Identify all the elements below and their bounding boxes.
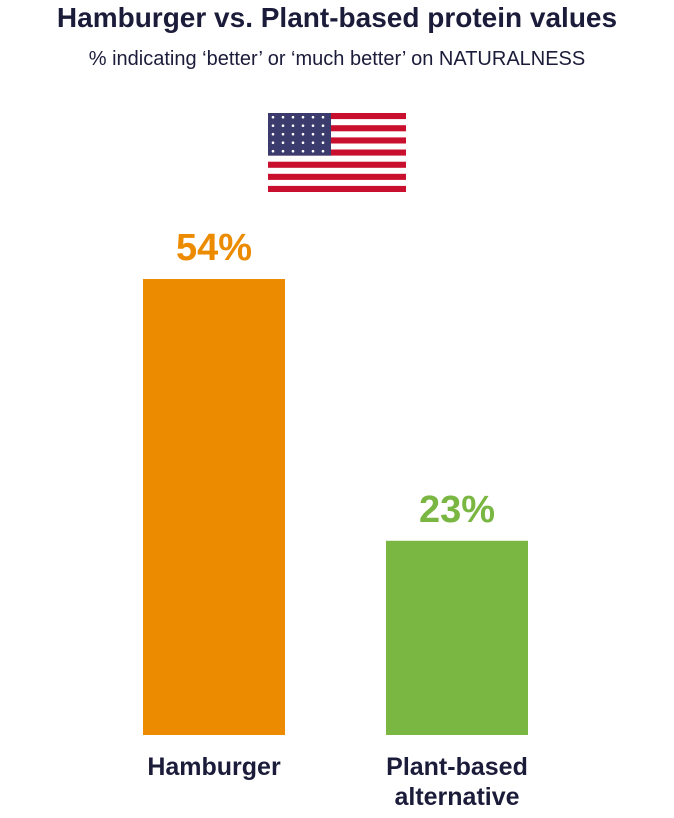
value-label: 54% — [175, 227, 253, 269]
value-label: 23% — [418, 488, 496, 531]
chart-title: Hamburger vs. Plant-based protein values — [56, 2, 618, 33]
bar — [143, 279, 285, 735]
category-label: Hamburger — [147, 753, 281, 781]
chart-subtitle: % indicating ‘better’ or ‘much better’ o… — [88, 48, 586, 70]
bar — [386, 540, 528, 735]
category-label: Plant-based alternative — [386, 753, 528, 811]
us-flag — [268, 113, 406, 192]
